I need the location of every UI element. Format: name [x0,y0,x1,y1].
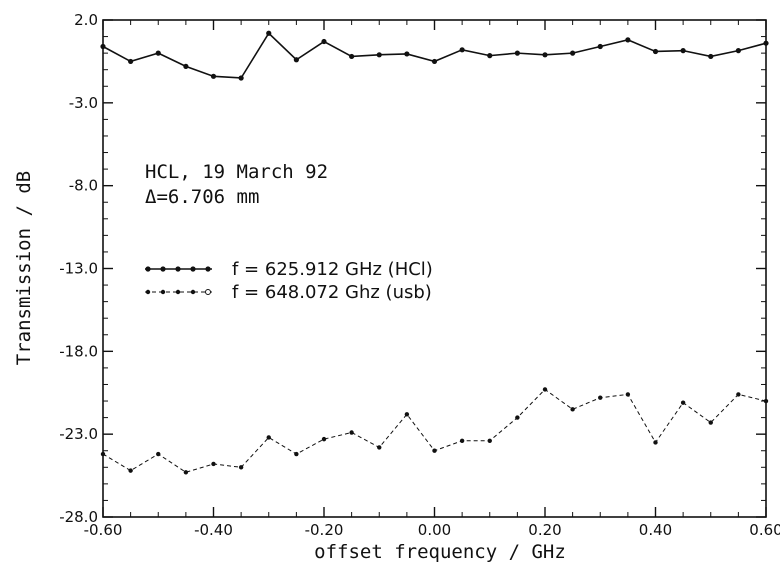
y-tick-label: -8.0 [69,177,98,195]
x-axis-title: offset frequency / GHz [314,541,566,563]
annotation-delta: Δ=6.706 mm [145,186,259,208]
data-point-hcl [763,40,769,46]
y-tick-labels: 2.0 -3.0 -8.0 -13.0 -18.0 -23.0 -28.0 [59,11,98,526]
data-point-hcl [514,50,520,56]
data-point-hcl [349,53,355,60]
x-tick-label: -0.20 [305,521,344,539]
legend-label-usb: f = 648.072 Ghz (usb) [232,282,432,303]
annotation-title: HCL, 19 March 92 [145,161,328,183]
legend-swatch-marker [205,289,211,295]
data-point-hcl [652,48,659,55]
y-tick-label: -3.0 [69,94,98,112]
x-tick-label: 0.60 [749,521,780,539]
legend-swatch-marker [190,289,196,295]
data-point-hcl [542,52,548,58]
data-point-hcl [597,43,603,50]
data-point-hcl [431,58,438,65]
data-point-hcl [100,43,106,50]
data-point-hcl [293,57,299,63]
x-tick-label: -0.40 [194,521,233,539]
data-point-usb [404,412,410,417]
data-point-hcl [625,37,631,43]
series-layer [100,30,769,475]
x-tick-label: 0.20 [528,521,561,539]
data-point-usb [459,438,465,443]
x-tick-label: -0.60 [84,521,123,539]
data-point-hcl [404,51,410,57]
legend-swatch-marker [145,266,151,272]
data-point-usb [183,470,189,475]
data-point-hcl [321,38,327,45]
data-point-hcl [266,30,272,36]
data-point-usb [515,415,520,420]
data-point-usb [128,468,133,473]
x-tick-labels: -0.60 -0.40 -0.20 0.00 0.20 0.40 0.60 [84,521,780,539]
data-point-hcl [487,53,493,59]
legend-swatch-marker [190,266,196,272]
axis-ticks [102,19,767,518]
data-point-usb [625,392,631,397]
legend-swatch-dashed [145,289,212,295]
y-tick-label: -28.0 [59,508,98,526]
data-point-hcl [459,47,465,53]
legend-swatch-marker [160,266,166,272]
data-point-usb [321,436,327,442]
y-axis-title: Transmission / dB [13,171,35,365]
data-point-usb [487,438,492,443]
data-point-hcl [570,50,576,56]
data-point-hcl [376,52,382,58]
y-tick-label: 2.0 [74,11,98,29]
data-point-hcl [128,58,134,65]
legend-swatch-marker [160,289,166,295]
data-point-hcl [155,50,161,56]
data-point-usb [763,398,769,404]
data-point-usb [736,392,741,397]
data-point-usb [708,420,713,425]
series-line-usb [102,388,767,473]
data-point-usb [570,407,575,412]
y-tick-label: -13.0 [59,260,98,278]
x-tick-label: 0.00 [418,521,451,539]
legend-swatch-marker [175,266,181,272]
legend-label-hcl: f = 625.912 GHz (HCl) [232,259,433,280]
data-point-hcl [680,48,686,54]
data-point-usb [377,445,382,450]
series-line-hcl [102,31,767,79]
data-point-usb [680,400,686,405]
data-point-hcl [183,63,189,69]
legend-swatch-marker [205,266,211,272]
data-point-usb [294,451,299,457]
data-point-usb [238,465,244,470]
legend-swatch-marker [145,289,151,295]
data-point-usb [349,430,354,435]
y-tick-label: -18.0 [59,342,98,360]
data-point-usb [432,448,437,453]
y-tick-label: -23.0 [59,425,98,443]
data-point-usb [542,387,548,392]
data-point-hcl [735,48,741,54]
data-point-hcl [210,73,217,79]
legend-swatch-marker [175,289,181,295]
data-point-usb [653,440,658,445]
data-point-usb [211,461,216,467]
legend: f = 625.912 GHz (HCl) f = 648.072 Ghz (u… [145,259,433,303]
data-point-usb [100,451,106,457]
data-point-usb [598,395,603,400]
data-point-usb [266,435,271,440]
legend-swatch-solid [145,266,212,272]
data-point-hcl [238,75,244,81]
data-point-hcl [708,53,714,60]
data-point-usb [156,451,161,457]
x-tick-label: 0.40 [639,521,672,539]
